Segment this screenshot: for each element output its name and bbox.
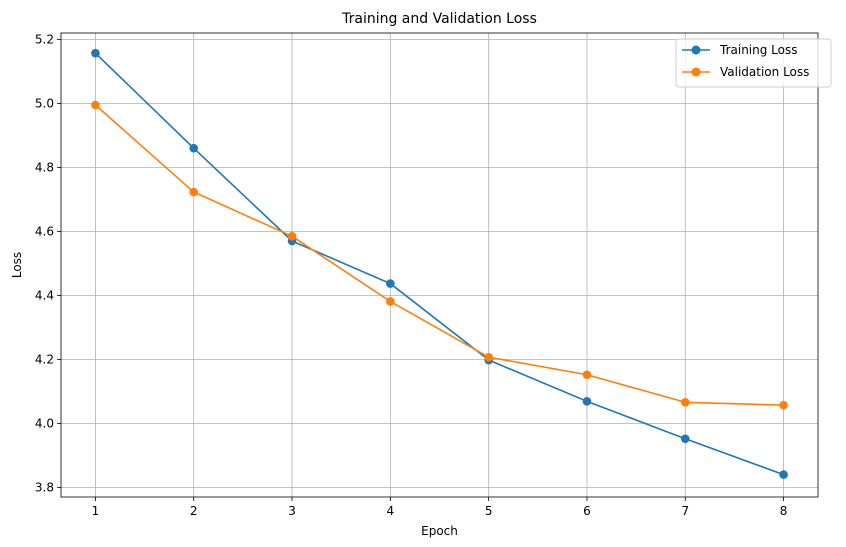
- legend-label-training: Training Loss: [719, 43, 797, 57]
- data-point-training: [779, 470, 788, 479]
- data-point-validation: [91, 100, 100, 110]
- y-tick-label: 4.2: [35, 352, 54, 366]
- y-axis-label: Loss: [10, 252, 24, 278]
- data-point-training: [91, 48, 100, 58]
- legend-marker-training: [691, 45, 701, 55]
- series-line-training: [94, 52, 784, 476]
- data-point-validation: [680, 397, 690, 407]
- x-tick-label: 4: [387, 504, 395, 518]
- y-tick-label: 4.6: [35, 224, 54, 238]
- chart-title: Training and Validation Loss: [341, 11, 537, 27]
- data-point-validation: [484, 352, 493, 362]
- data-point-validation: [779, 400, 788, 410]
- y-tick-label: 5.0: [35, 96, 54, 110]
- data-point-training: [582, 397, 592, 406]
- data-point-validation: [386, 297, 395, 306]
- legend: Training Loss Validation Loss: [675, 38, 832, 88]
- x-tick-label: 8: [780, 504, 788, 518]
- series-line-validation: [94, 104, 784, 406]
- data-point-training: [386, 279, 395, 288]
- y-tick-label: 5.2: [35, 32, 54, 46]
- legend-marker-validation: [691, 67, 701, 77]
- data-point-training: [189, 143, 199, 153]
- data-point-validation: [287, 231, 297, 241]
- data-point-validation: [189, 187, 199, 197]
- x-tick-label: 1: [92, 504, 100, 518]
- x-tick-label: 3: [288, 504, 296, 518]
- series: [91, 48, 788, 479]
- plot-area-frame: [60, 32, 819, 498]
- y-tick-label: 3.8: [35, 480, 54, 494]
- x-tick-label: 6: [583, 504, 591, 518]
- x-tick-label: 7: [681, 504, 689, 518]
- y-tick-label: 4.8: [35, 160, 54, 174]
- legend-box: [675, 38, 832, 88]
- x-tick-label: 2: [190, 504, 198, 518]
- x-tick-label: 5: [485, 504, 493, 518]
- y-tick-label: 4.4: [35, 288, 54, 302]
- data-point-validation: [582, 370, 592, 380]
- y-tick-label: 4.0: [35, 416, 54, 430]
- legend-label-validation: Validation Loss: [720, 65, 809, 79]
- data-point-training: [680, 434, 690, 444]
- x-axis-label: Epoch: [421, 524, 458, 538]
- axis-ticks: 1 2 3 4 5 6 7 8 3.8 4.0 4.2 4.4 4.6 4.8 5.0 5.2: [35, 32, 788, 518]
- grid: [61, 33, 818, 497]
